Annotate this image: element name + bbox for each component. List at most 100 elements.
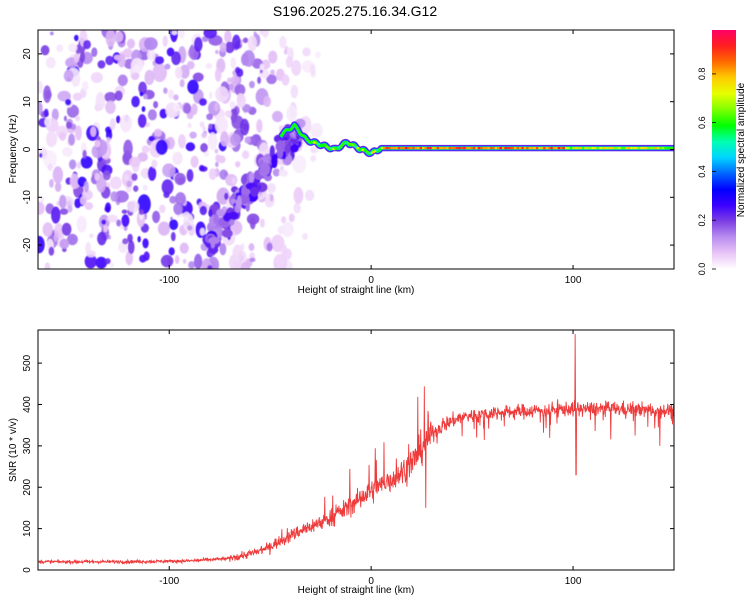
carrier-core xyxy=(348,142,353,146)
carrier-core xyxy=(361,148,365,152)
noise-blob xyxy=(106,137,111,143)
carrier-core xyxy=(312,141,316,144)
noise-blob xyxy=(266,242,273,252)
carrier-core xyxy=(365,150,370,154)
noise-blob xyxy=(74,34,79,42)
noise-blob xyxy=(187,122,192,129)
noise-blob xyxy=(162,35,168,48)
noise-blob xyxy=(131,173,138,181)
noise-blob xyxy=(215,49,219,55)
noise-blob xyxy=(43,85,52,104)
noise-blob xyxy=(178,134,186,149)
noise-blob xyxy=(189,131,197,139)
y-tick-label: 10 xyxy=(22,96,33,108)
noise-blob xyxy=(84,254,97,269)
noise-blob xyxy=(173,94,179,101)
noise-blob xyxy=(104,91,117,103)
noise-blob xyxy=(142,238,149,249)
noise-blob xyxy=(216,208,225,217)
snr-panel: -100 0 100 0 100 200 300 400 500 Height of strai… xyxy=(8,329,675,596)
carrier-core xyxy=(351,143,355,147)
noise-blob xyxy=(67,204,73,213)
noise-blob xyxy=(68,133,76,146)
noise-blob xyxy=(109,262,115,268)
noise-blob xyxy=(148,135,156,142)
y-tick-label: 300 xyxy=(22,437,33,454)
noise-blob xyxy=(114,190,129,203)
noise-blob xyxy=(151,159,158,169)
carrier-core xyxy=(363,149,367,153)
noise-blob xyxy=(248,171,255,184)
y-tick-label: 0 xyxy=(22,567,33,573)
noise-blob xyxy=(152,63,167,83)
noise-blob xyxy=(273,253,288,269)
noise-blob xyxy=(290,84,299,99)
noise-blob xyxy=(186,60,195,70)
noise-blob xyxy=(46,130,58,148)
noise-blob xyxy=(138,54,143,59)
noise-blob xyxy=(101,219,107,225)
noise-blob xyxy=(304,189,315,201)
noise-blob xyxy=(293,202,301,214)
noise-blob xyxy=(68,43,78,53)
noise-blob xyxy=(285,56,294,68)
carrier-core xyxy=(324,145,328,149)
noise-blob xyxy=(52,166,64,184)
noise-blob xyxy=(172,151,183,165)
noise-blob xyxy=(61,222,72,236)
noise-blob xyxy=(142,184,148,191)
noise-blob xyxy=(75,115,81,122)
noise-blob xyxy=(163,191,170,199)
carrier-core xyxy=(327,145,331,149)
noise-blob xyxy=(207,132,218,150)
noise-blob xyxy=(143,251,150,261)
noise-blob xyxy=(160,254,174,268)
noise-blob xyxy=(259,162,271,176)
noise-blob xyxy=(63,69,74,83)
noise-blob xyxy=(268,50,278,64)
noise-blob xyxy=(213,214,218,224)
noise-blob xyxy=(249,186,260,197)
noise-blob xyxy=(49,178,54,188)
noise-blob xyxy=(225,41,235,54)
noise-blob xyxy=(138,81,147,95)
noise-blob xyxy=(123,174,130,182)
noise-blob xyxy=(256,119,263,133)
noise-blob xyxy=(106,214,118,223)
noise-blob xyxy=(61,147,73,157)
noise-blob xyxy=(49,31,54,36)
noise-blob xyxy=(76,161,82,169)
noise-blob xyxy=(224,30,232,44)
y-tick-label: 0 xyxy=(22,146,33,152)
x-tick-label: 100 xyxy=(565,576,582,587)
snr-y-label: SNR (10 * v/v) xyxy=(8,418,19,482)
noise-blob xyxy=(137,114,147,128)
noise-blob xyxy=(249,257,256,263)
noise-blob xyxy=(247,35,258,52)
noise-blob xyxy=(51,206,61,224)
noise-blob xyxy=(38,235,45,254)
carrier-core xyxy=(310,140,314,144)
carrier-line xyxy=(278,121,674,158)
noise-blob xyxy=(127,240,135,255)
noise-blob xyxy=(121,209,128,214)
y-tick-label: -20 xyxy=(22,237,33,252)
noise-blob xyxy=(152,210,161,224)
noise-blob xyxy=(234,83,246,96)
noise-blob xyxy=(276,146,284,159)
noise-blob xyxy=(59,208,69,215)
noise-blob xyxy=(53,233,58,242)
noise-blob xyxy=(44,117,52,127)
noise-blob xyxy=(183,211,190,217)
noise-blob xyxy=(170,231,176,242)
noise-blob xyxy=(281,74,290,86)
noise-blob xyxy=(301,232,308,240)
noise-blob xyxy=(242,37,249,44)
noise-blob xyxy=(227,112,232,119)
noise-blob xyxy=(63,115,67,122)
noise-blob xyxy=(292,155,307,174)
noise-blob xyxy=(190,155,199,168)
noise-blob xyxy=(125,250,134,266)
noise-blob xyxy=(146,48,156,61)
